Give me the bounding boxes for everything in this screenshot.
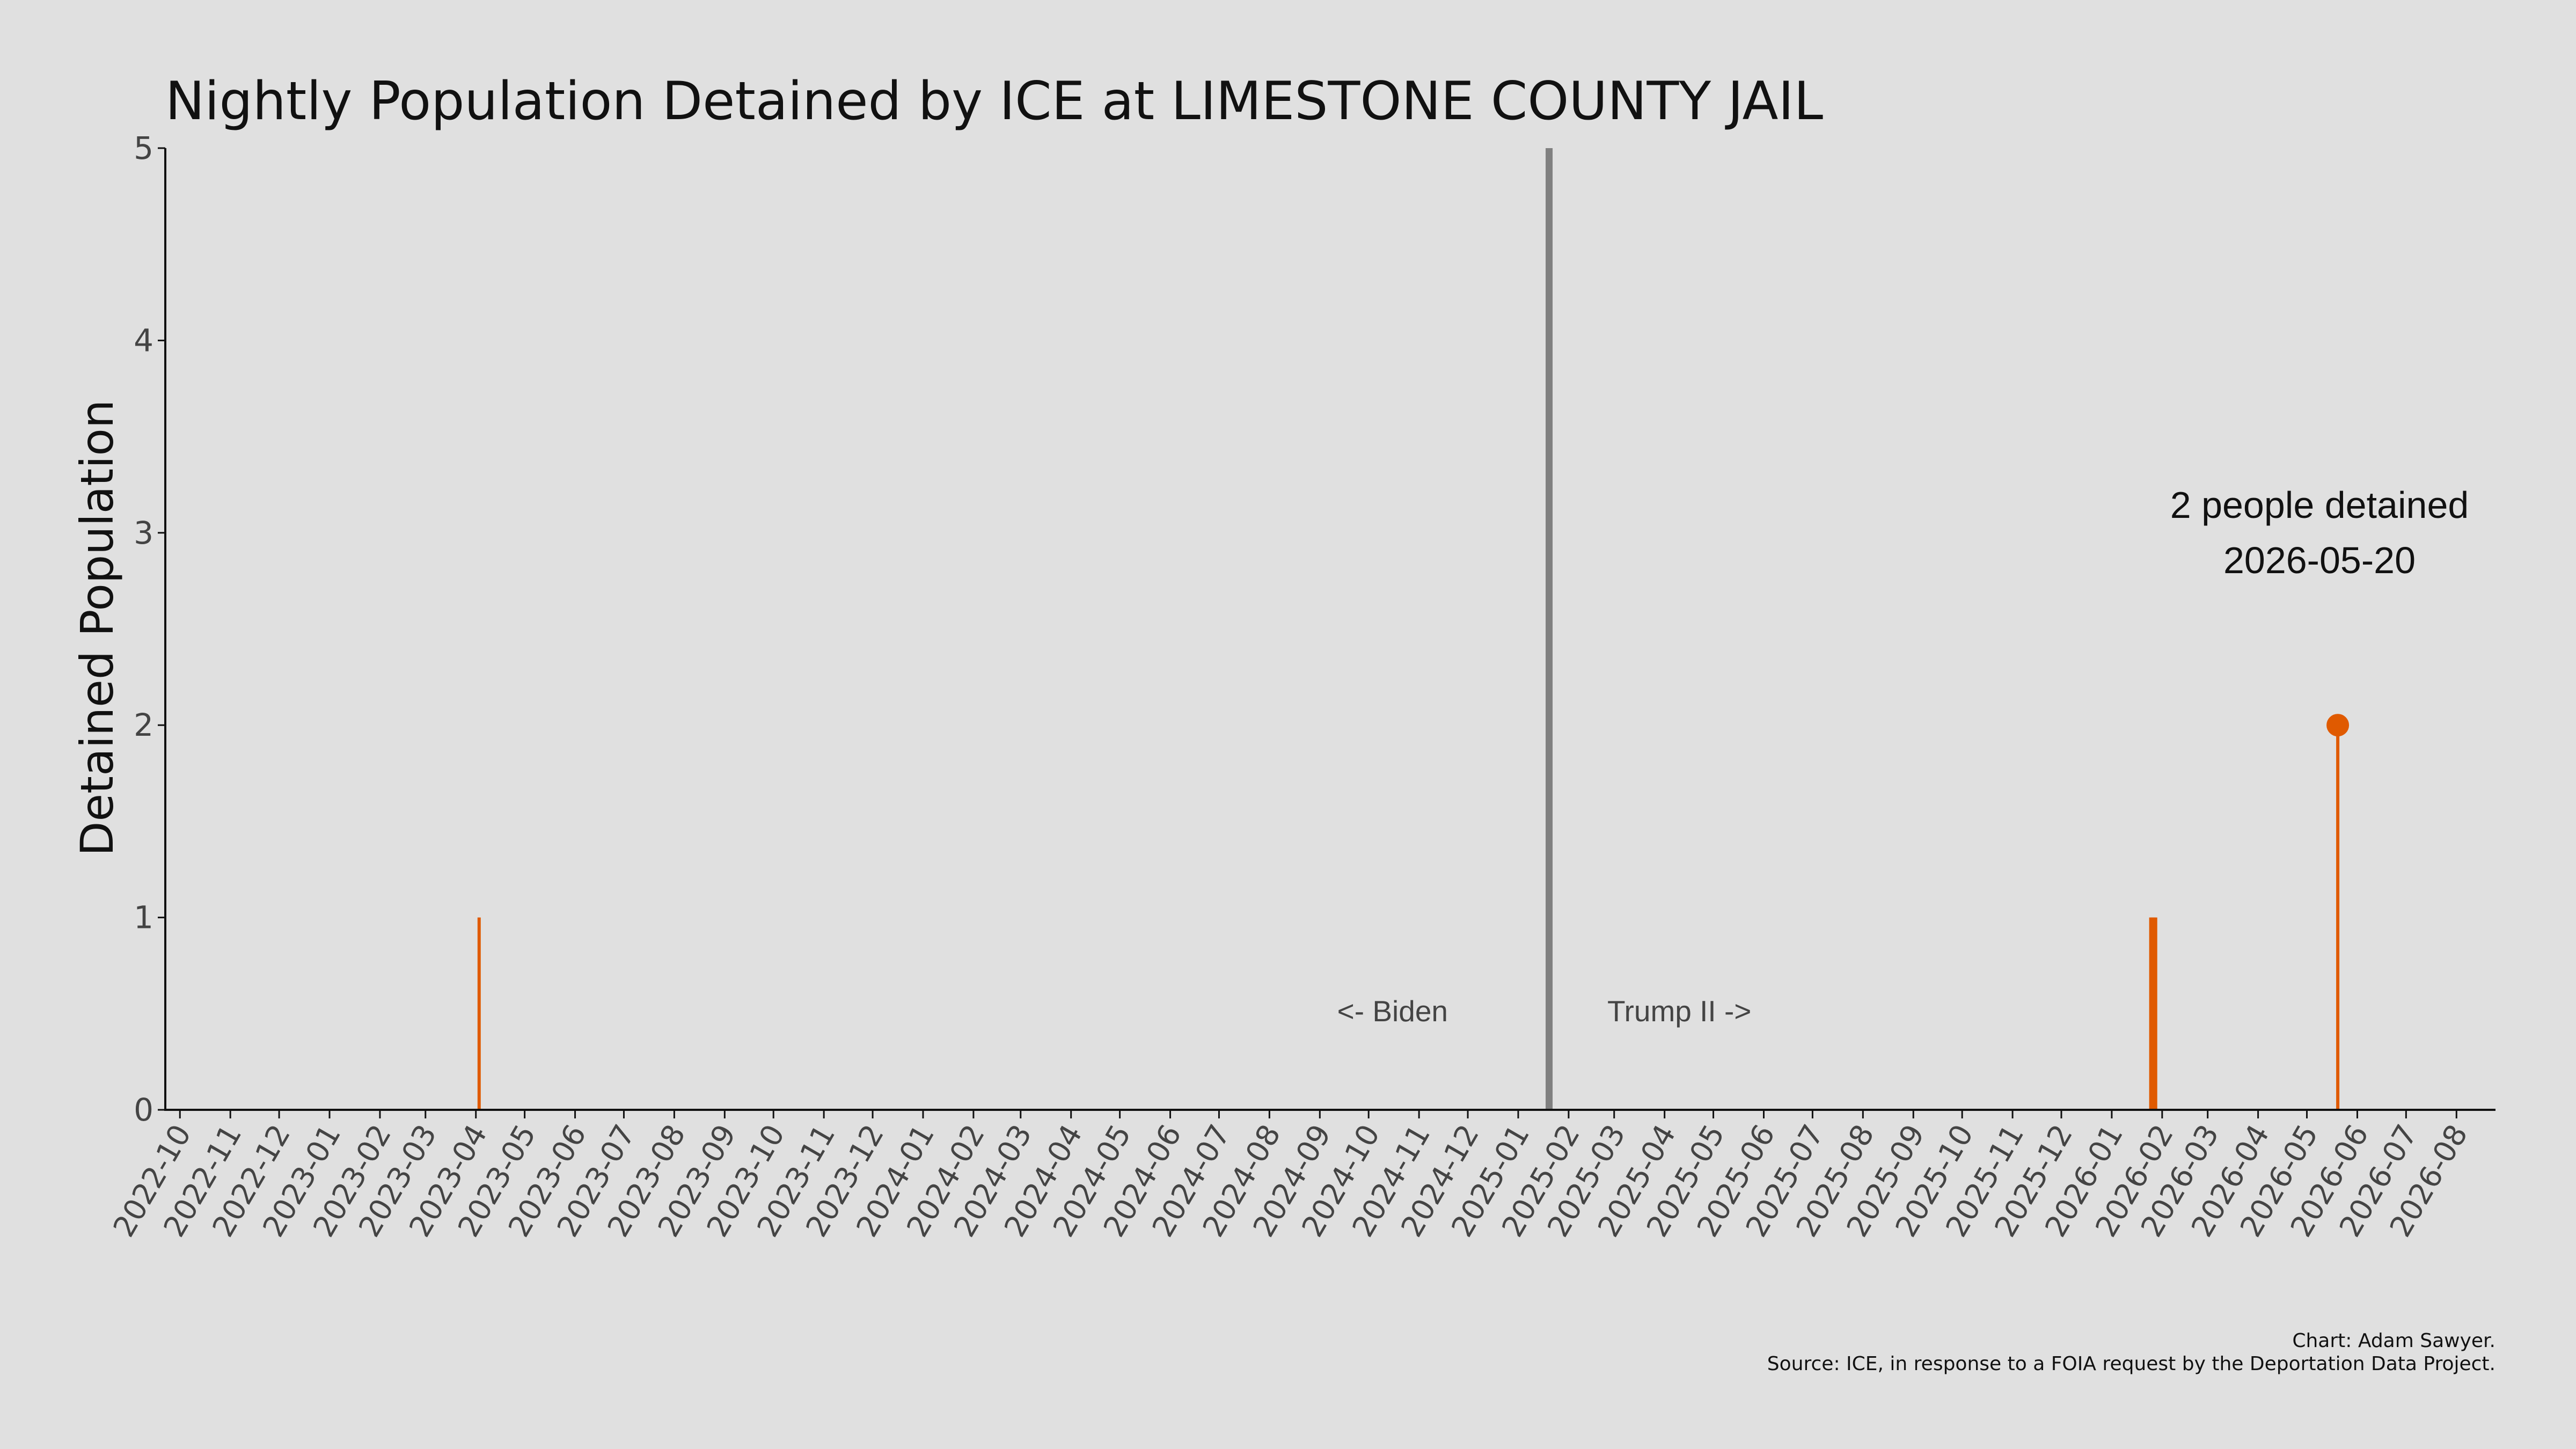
axes-layer bbox=[164, 148, 2496, 1111]
era-label-trump: Trump II -> bbox=[1607, 994, 1751, 1028]
bar-2026-01-27 bbox=[2152, 917, 2156, 1110]
y-tick-label-0: 0 bbox=[134, 1092, 153, 1128]
y-tick-label-4: 4 bbox=[134, 322, 153, 358]
y-ticks: 0 1 2 3 4 5 bbox=[134, 130, 165, 1128]
era-label-biden: <- Biden bbox=[1337, 994, 1448, 1028]
bar-2023-04-03 bbox=[477, 917, 481, 1110]
bars-layer bbox=[477, 148, 2350, 1110]
y-tick-label-1: 1 bbox=[134, 899, 153, 936]
y-tick-label-5: 5 bbox=[134, 130, 153, 166]
annotation-line-2: 2026-05-20 bbox=[2223, 539, 2416, 581]
y-tick-label-2: 2 bbox=[134, 707, 153, 743]
credit-author: Chart: Adam Sawyer. bbox=[2292, 1330, 2496, 1352]
y-axis-label: Detained Population bbox=[71, 400, 123, 856]
bar-2026-01-26 bbox=[2150, 917, 2154, 1110]
bar-2026-01-25 bbox=[2149, 917, 2153, 1110]
x-ticks: 2022-102022-112022-122023-012023-022023-… bbox=[106, 1110, 2475, 1243]
highlight-marker bbox=[2326, 714, 2350, 737]
y-tick-label-3: 3 bbox=[134, 515, 153, 551]
credit-source: Source: ICE, in response to a FOIA reque… bbox=[1767, 1353, 2496, 1375]
annotation-line-1: 2 people detained bbox=[2170, 484, 2469, 526]
bar-2026-01-28 bbox=[2154, 917, 2157, 1110]
chart-title: Nightly Population Detained by ICE at LI… bbox=[165, 71, 1823, 132]
